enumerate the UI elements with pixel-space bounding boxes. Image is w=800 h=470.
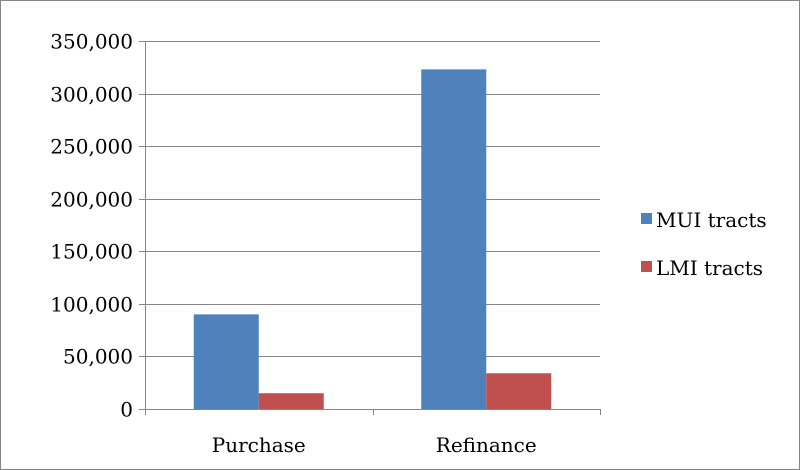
y-tick-label: 250,000	[50, 135, 133, 159]
bar-lmi-tracts-refinance	[486, 373, 552, 409]
legend: MUI tracts LMI tracts	[641, 208, 767, 280]
bar-mui-tracts-purchase	[193, 314, 259, 409]
bar-lmi-tracts-purchase	[258, 393, 324, 409]
y-tick-label: 50,000	[63, 345, 133, 369]
y-tick-label: 100,000	[50, 293, 133, 317]
legend-swatch	[641, 261, 652, 272]
axes	[139, 41, 601, 415]
y-tick-label: 300,000	[50, 83, 133, 107]
x-category-label: Refinance	[436, 433, 537, 457]
y-tick-label: 0	[120, 398, 133, 422]
labels: 0 50,000 100,000 150,000 200,000 250,000 300,0…	[50, 30, 536, 458]
legend-label: LMI tracts	[656, 256, 763, 280]
y-tick-label: 350,000	[50, 30, 133, 54]
y-tick-label: 150,000	[50, 240, 133, 264]
legend-label: MUI tracts	[656, 208, 767, 232]
legend-swatch	[641, 213, 652, 224]
bar-mui-tracts-refinance	[421, 69, 487, 409]
bars	[193, 69, 552, 409]
y-tick-label: 200,000	[50, 188, 133, 212]
x-category-label: Purchase	[212, 433, 306, 457]
